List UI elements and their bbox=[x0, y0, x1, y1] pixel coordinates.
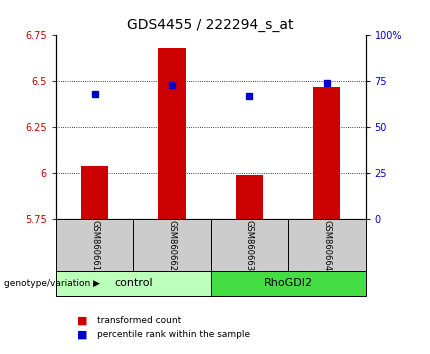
Text: GSM860662: GSM860662 bbox=[168, 219, 176, 271]
Text: ■: ■ bbox=[77, 330, 88, 339]
Text: control: control bbox=[114, 278, 153, 288]
Text: ■: ■ bbox=[77, 315, 88, 325]
Text: GSM860661: GSM860661 bbox=[90, 219, 99, 271]
Text: RhoGDI2: RhoGDI2 bbox=[264, 278, 313, 288]
Bar bbox=[211, 219, 288, 271]
Text: transformed count: transformed count bbox=[97, 316, 181, 325]
Bar bbox=[288, 219, 366, 271]
Text: percentile rank within the sample: percentile rank within the sample bbox=[97, 330, 250, 339]
Bar bbox=[313, 87, 341, 219]
Bar bbox=[159, 48, 186, 219]
Bar bbox=[56, 219, 133, 271]
Bar bbox=[81, 166, 108, 219]
Title: GDS4455 / 222294_s_at: GDS4455 / 222294_s_at bbox=[127, 18, 294, 32]
Text: GSM860663: GSM860663 bbox=[245, 219, 254, 271]
Bar bbox=[133, 219, 211, 271]
Bar bbox=[56, 271, 211, 296]
Text: genotype/variation ▶: genotype/variation ▶ bbox=[4, 279, 100, 289]
Bar bbox=[236, 175, 263, 219]
Text: GSM860664: GSM860664 bbox=[322, 219, 331, 271]
Bar bbox=[211, 271, 366, 296]
